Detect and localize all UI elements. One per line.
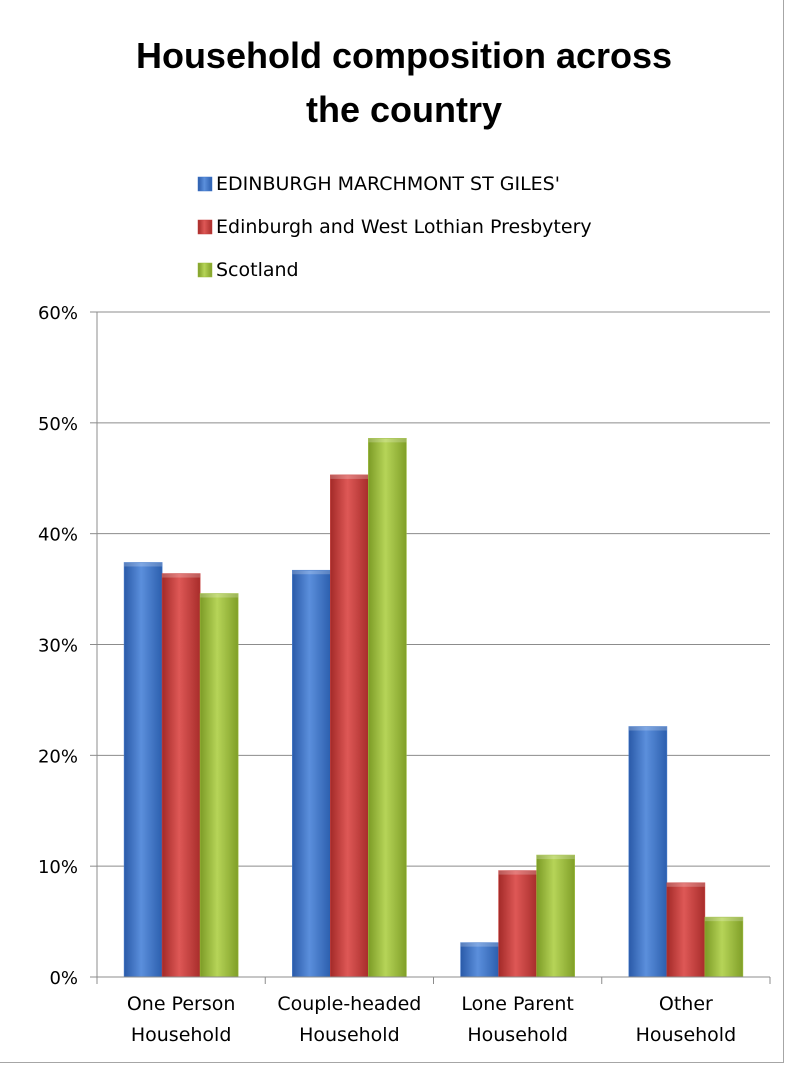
- bar-highlight: [200, 593, 239, 598]
- chart-title-line-1: Household composition across: [136, 35, 672, 76]
- bar-2-1: [498, 870, 537, 978]
- bar-highlight: [330, 474, 369, 479]
- bar-highlight: [460, 942, 499, 947]
- bar-3-1: [666, 882, 706, 978]
- x-category-label: Household: [131, 1024, 232, 1046]
- bar-highlight: [628, 726, 667, 731]
- legend-swatch-0: [197, 176, 213, 192]
- bar-highlight: [704, 917, 743, 922]
- legend-swatch-1: [197, 219, 213, 235]
- legend-label-2: Scotland: [216, 259, 299, 281]
- bar-3-0: [628, 726, 668, 978]
- bar-3-2: [704, 916, 744, 978]
- y-tick-label: 60%: [38, 303, 78, 324]
- bar-highlight: [292, 570, 331, 575]
- x-category-label: Other: [659, 993, 713, 1015]
- bar-1-0: [292, 569, 331, 978]
- bars: [123, 438, 744, 978]
- bar-highlight: [368, 438, 407, 443]
- x-category-label: Household: [299, 1024, 400, 1046]
- y-axis-ticks: 0% 10% 20% 30% 40% 50% 60%: [38, 303, 97, 989]
- x-axis-labels: One Person Household Couple-headed Househol…: [127, 993, 736, 1046]
- bar-highlight: [536, 855, 575, 860]
- bar-highlight: [498, 870, 537, 875]
- x-category-label: Couple-headed: [277, 993, 421, 1015]
- legend: EDINBURGH MARCHMONT ST GILES' Edinburgh a…: [197, 173, 592, 281]
- chart-title-line-2: the country: [306, 89, 502, 130]
- bar-highlight: [124, 562, 163, 567]
- legend-label-0: EDINBURGH MARCHMONT ST GILES': [216, 173, 560, 195]
- x-category-label: Lone Parent: [461, 993, 573, 1015]
- x-category-label: One Person: [127, 993, 236, 1015]
- legend-swatch-2: [197, 262, 213, 278]
- y-tick-label: 10%: [38, 857, 78, 878]
- bar-0-1: [161, 573, 201, 978]
- bar-0-2: [199, 593, 239, 978]
- bar-1-2: [368, 438, 407, 978]
- bar-2-2: [536, 854, 575, 978]
- y-tick-label: 30%: [38, 636, 78, 657]
- x-category-label: Household: [636, 1024, 737, 1046]
- axes: [96, 312, 771, 984]
- bar-highlight: [162, 573, 201, 578]
- bar-0-0: [123, 562, 163, 978]
- y-tick-label: 50%: [38, 414, 78, 435]
- bar-1-1: [330, 474, 369, 978]
- bar-highlight: [666, 882, 705, 887]
- legend-label-1: Edinburgh and West Lothian Presbytery: [216, 216, 592, 238]
- x-category-label: Household: [467, 1024, 568, 1046]
- y-tick-label: 0%: [49, 968, 78, 989]
- y-tick-label: 40%: [38, 525, 78, 546]
- bar-2-0: [460, 942, 499, 978]
- y-tick-label: 20%: [38, 746, 78, 767]
